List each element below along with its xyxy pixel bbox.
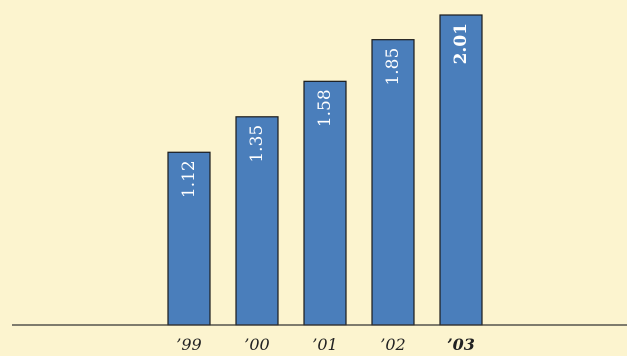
bar-value-label: 1.12 bbox=[179, 160, 199, 198]
x-tick-label: ’02 bbox=[380, 335, 405, 354]
bar-value-label: 2.01 bbox=[451, 23, 471, 64]
bar-value-label: 1.85 bbox=[383, 48, 403, 86]
x-tick-label: ’03 bbox=[447, 335, 475, 354]
x-tick-label: ’99 bbox=[176, 335, 201, 354]
x-tick-label: ’01 bbox=[312, 335, 337, 354]
bar-value-label: 1.35 bbox=[247, 125, 267, 163]
bar-value-label: 1.58 bbox=[315, 89, 335, 127]
x-tick-label: ’00 bbox=[244, 335, 269, 354]
